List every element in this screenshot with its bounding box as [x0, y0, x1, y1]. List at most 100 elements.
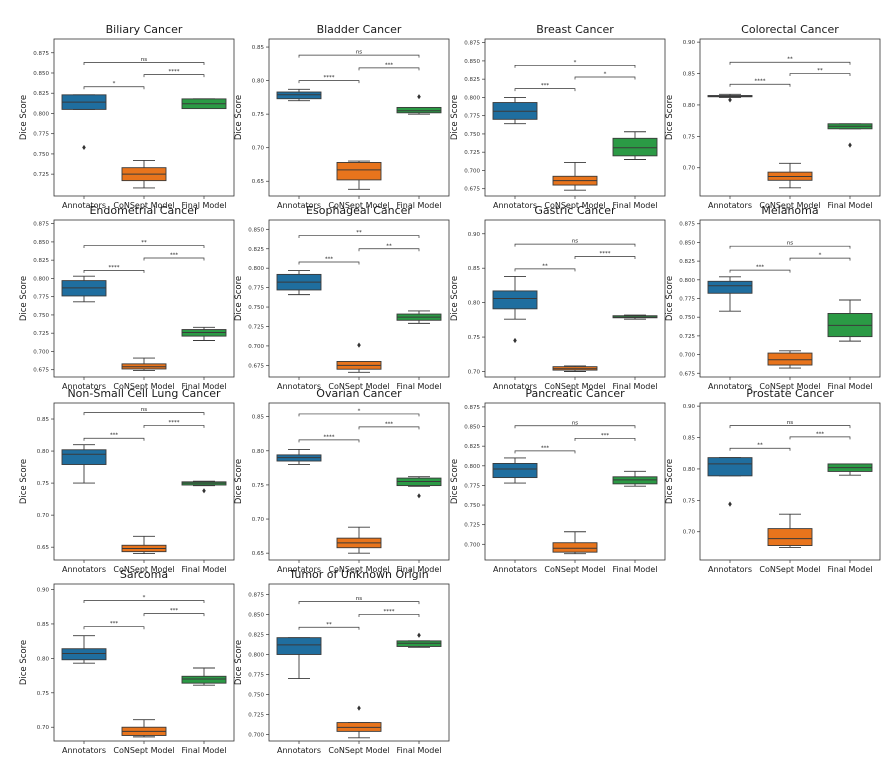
significance-bracket: [358, 426, 420, 430]
subplot-title: Tumor of Unknown Origin: [288, 568, 428, 581]
x-tick-label: CoNSept Model: [544, 382, 605, 391]
x-tick-label: CoNSept Model: [113, 746, 174, 755]
y-tick-label: 0.850: [33, 240, 49, 246]
box-iqr: [276, 91, 322, 100]
box-final-model: [396, 632, 442, 648]
box-final-model: [181, 667, 227, 686]
subplot-title: Bladder Cancer: [317, 23, 402, 36]
significance-label: ****: [324, 75, 335, 81]
axes-frame: [268, 402, 450, 561]
significance-bracket: [729, 425, 851, 429]
y-tick-label: 0.850: [33, 71, 49, 77]
y-tick-label: 0.700: [248, 344, 264, 350]
significance-label: ***: [385, 421, 394, 427]
significance-bracket: [574, 76, 636, 80]
y-tick-label: 0.75: [683, 134, 696, 140]
box-annotators: [276, 637, 322, 679]
x-tick-label: Final Model: [613, 382, 658, 391]
significance-label: **: [817, 68, 823, 74]
significance-label: ***: [385, 62, 394, 68]
y-tick-label: 0.85: [37, 417, 50, 423]
y-tick-label: 0.850: [248, 227, 264, 233]
significance-label: **: [356, 230, 362, 236]
subplot: Tumor of Unknown Origin Dice Score 0.700 0.…: [234, 568, 450, 755]
subplot: Esophageal Cancer Dice Score 0.675 0.700 0.7…: [234, 204, 450, 391]
significance-bracket: [514, 268, 576, 272]
box-iqr: [612, 137, 658, 157]
subplot: Melanoma Dice Score 0.675 0.700 0.725 0.750 0.…: [665, 204, 881, 391]
y-tick-label: 0.80: [683, 467, 696, 473]
significance-bracket: [729, 61, 851, 65]
y-tick-label: 0.70: [468, 369, 481, 375]
outlier-point: [728, 97, 732, 103]
significance-bracket: [729, 447, 791, 451]
box-iqr: [767, 528, 813, 547]
significance-label: ****: [109, 265, 120, 271]
y-tick-label: 0.80: [252, 79, 265, 85]
box-consept-model: [336, 705, 382, 739]
significance-label: ***: [325, 256, 334, 262]
x-tick-label: Annotators: [62, 565, 106, 574]
y-tick-label: 0.675: [33, 368, 49, 374]
x-tick-label: Annotators: [493, 565, 537, 574]
box-annotators: [492, 96, 538, 125]
significance-bracket: [298, 54, 420, 58]
box-consept-model: [121, 357, 167, 371]
significance-bracket: [83, 600, 205, 604]
y-tick-label: 0.70: [37, 725, 50, 731]
subplot-title: Sarcoma: [120, 568, 168, 581]
x-tick-label: CoNSept Model: [113, 382, 174, 391]
y-tick-label: 0.85: [683, 436, 696, 442]
y-tick-label: 0.725: [33, 172, 49, 178]
x-tick-label: Final Model: [613, 565, 658, 574]
significance-label: ns: [787, 420, 793, 426]
y-tick-label: 0.800: [33, 276, 49, 282]
y-tick-label: 0.800: [464, 464, 480, 470]
box-consept-model: [121, 719, 167, 738]
x-tick-label: Final Model: [397, 201, 442, 210]
box-consept-model: [336, 160, 382, 190]
y-axis-label: Dice Score: [234, 276, 244, 321]
x-tick-label: CoNSept Model: [544, 201, 605, 210]
significance-label: *: [113, 81, 116, 87]
significance-bracket: [514, 64, 636, 68]
significance-label: ns: [572, 239, 578, 245]
box-iqr: [396, 106, 442, 114]
box-annotators: [707, 457, 753, 507]
significance-bracket: [729, 269, 791, 273]
y-tick-label: 0.825: [679, 259, 695, 265]
y-tick-label: 0.70: [683, 530, 696, 536]
y-tick-label: 0.725: [33, 331, 49, 337]
box-iqr: [61, 449, 107, 465]
significance-bracket: [83, 626, 145, 630]
axes-frame: [268, 38, 450, 197]
x-tick-label: Annotators: [493, 201, 537, 210]
significance-label: ***: [756, 265, 765, 271]
significance-bracket: [298, 626, 360, 630]
box-iqr: [276, 637, 322, 655]
y-tick-label: 0.850: [248, 612, 264, 618]
subplot-title: Melanoma: [761, 204, 818, 217]
y-tick-label: 0.80: [37, 449, 50, 455]
significance-label: **: [757, 443, 763, 449]
x-tick-label: Annotators: [277, 565, 321, 574]
box-consept-model: [121, 159, 167, 189]
box-final-model: [612, 314, 658, 320]
subplot-title: Esophageal Cancer: [306, 204, 412, 217]
subplot-title: Ovarian Cancer: [316, 387, 402, 400]
y-tick-label: 0.70: [252, 517, 265, 523]
y-tick-label: 0.75: [37, 481, 50, 487]
y-tick-label: 0.875: [248, 592, 264, 598]
y-tick-label: 0.875: [679, 222, 695, 228]
box-annotators: [276, 448, 322, 465]
significance-label: ns: [787, 241, 793, 247]
significance-label: ***: [170, 608, 179, 614]
x-tick-label: Annotators: [277, 201, 321, 210]
subplot-title: Endometrial Cancer: [89, 204, 199, 217]
y-tick-label: 0.85: [37, 622, 50, 628]
x-tick-label: CoNSept Model: [759, 565, 820, 574]
y-tick-label: 0.750: [248, 305, 264, 311]
y-axis-label: Dice Score: [234, 95, 244, 140]
axes-frame: [484, 38, 666, 197]
